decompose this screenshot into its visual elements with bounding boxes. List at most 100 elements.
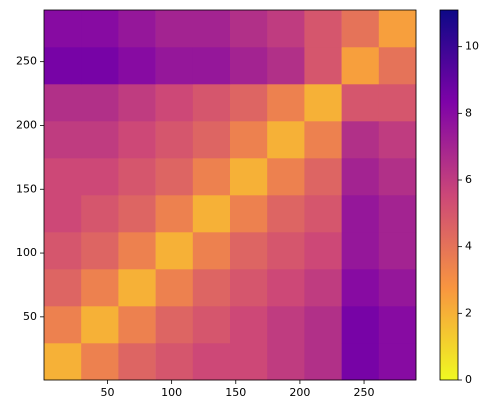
- heatmap-cell: [230, 47, 268, 85]
- heatmap-cell: [118, 306, 156, 344]
- heatmap-cell: [267, 158, 305, 196]
- heatmap-cell: [192, 10, 231, 48]
- heatmap-cell: [81, 158, 119, 196]
- heatmap-cell: [341, 10, 380, 48]
- heatmap-cell: [378, 232, 417, 270]
- heatmap-cell: [155, 232, 194, 270]
- heatmap-cell: [155, 47, 194, 85]
- heatmap-cell: [341, 269, 380, 307]
- heatmap-cell: [155, 343, 194, 381]
- colorbar: [439, 9, 459, 381]
- heatmap-cell: [267, 269, 305, 307]
- heatmap-cell: [304, 306, 342, 344]
- heatmap-cell: [81, 121, 119, 159]
- heatmap-cell: [192, 195, 231, 233]
- heatmap-cell: [304, 232, 342, 270]
- y-tick-label: 50: [23, 310, 37, 323]
- heatmap-cell: [341, 47, 380, 85]
- heatmap-cell: [304, 121, 342, 159]
- heatmap-cell: [267, 84, 305, 122]
- heatmap-cell: [378, 47, 417, 85]
- heatmap-cell: [230, 343, 268, 381]
- heatmap-cell: [267, 232, 305, 270]
- heatmap-cell: [118, 232, 156, 270]
- heatmap-cell: [192, 84, 231, 122]
- y-tick-label: 150: [16, 182, 37, 195]
- heatmap-cell: [378, 84, 417, 122]
- heatmap-cell: [118, 195, 156, 233]
- heatmap-cell: [118, 121, 156, 159]
- heatmap-cell: [81, 10, 119, 48]
- x-tick-label: 150: [225, 386, 246, 399]
- heatmap-cell: [267, 306, 305, 344]
- heatmap-cell: [81, 306, 119, 344]
- heatmap-cell: [118, 47, 156, 85]
- heatmap-cell: [118, 343, 156, 381]
- heatmap-cell: [155, 84, 194, 122]
- heatmap-cell: [341, 306, 380, 344]
- colorbar-tick-label: 10: [465, 40, 479, 53]
- heatmap-cell: [81, 232, 119, 270]
- y-tick-label: 200: [16, 118, 37, 131]
- heatmap-cell: [378, 343, 417, 381]
- heatmap-cell: [44, 47, 82, 85]
- heatmap-cell: [341, 84, 380, 122]
- heatmap-cell: [304, 269, 342, 307]
- heatmap-cell: [118, 10, 156, 48]
- heatmap-cell: [267, 195, 305, 233]
- heatmap-cell: [304, 195, 342, 233]
- heatmap-cell: [81, 269, 119, 307]
- heatmap-cell: [230, 232, 268, 270]
- heatmap-cell: [378, 195, 417, 233]
- heatmap-cell: [304, 84, 342, 122]
- colorbar-tick-label: 4: [465, 240, 472, 253]
- heatmap-cell: [378, 10, 417, 48]
- y-tick-label: 250: [16, 55, 37, 68]
- heatmap-cell: [118, 158, 156, 196]
- heatmap-cell: [304, 47, 342, 85]
- heatmap-cell: [267, 47, 305, 85]
- y-tick-label: 100: [16, 246, 37, 259]
- heatmap-cell: [81, 84, 119, 122]
- heatmap-cell: [192, 269, 231, 307]
- x-tick-label: 200: [289, 386, 310, 399]
- heatmap-cell: [155, 158, 194, 196]
- colorbar-tick-label: 6: [465, 173, 472, 186]
- heatmap-cell: [44, 84, 82, 122]
- colorbar-tick-label: 8: [465, 106, 472, 119]
- heatmap-cell: [304, 343, 342, 381]
- heatmap-cell: [341, 232, 380, 270]
- plot-frame: [43, 9, 417, 381]
- heatmap-cell: [44, 121, 82, 159]
- heatmap-cell: [44, 269, 82, 307]
- heatmap-cell: [267, 121, 305, 159]
- heatmap-cell: [155, 121, 194, 159]
- heatmap-cell: [192, 306, 231, 344]
- heatmap-cell: [378, 121, 417, 159]
- heatmap-cell: [81, 195, 119, 233]
- heatmap-cell: [230, 121, 268, 159]
- heatmap-cell: [118, 269, 156, 307]
- heatmap-cell: [44, 343, 82, 381]
- heatmap-cell: [155, 10, 194, 48]
- heatmap-cell: [44, 306, 82, 344]
- heatmap-cell: [155, 269, 194, 307]
- heatmap-cell: [44, 10, 82, 48]
- heatmap-cell: [44, 158, 82, 196]
- heatmap-cell: [378, 306, 417, 344]
- heatmap: [44, 10, 417, 381]
- heatmap-cell: [155, 195, 194, 233]
- heatmap-cell: [192, 343, 231, 381]
- heatmap-cell: [230, 10, 268, 48]
- heatmap-cell: [341, 158, 380, 196]
- x-tick-label: 50: [100, 386, 114, 399]
- heatmap-cell: [378, 269, 417, 307]
- x-tick-label: 100: [161, 386, 182, 399]
- heatmap-cell: [267, 10, 305, 48]
- heatmap-cell: [155, 306, 194, 344]
- heatmap-cell: [304, 10, 342, 48]
- heatmap-cell: [192, 232, 231, 270]
- heatmap-cell: [341, 343, 380, 381]
- heatmap-cell: [230, 195, 268, 233]
- heatmap-cell: [341, 195, 380, 233]
